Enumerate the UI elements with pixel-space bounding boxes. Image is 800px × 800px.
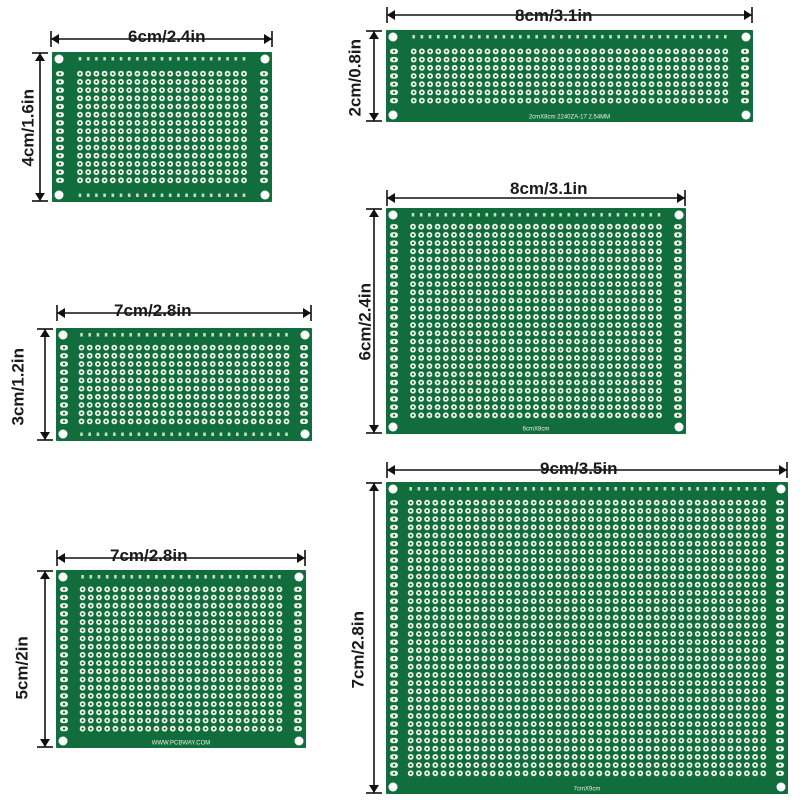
width-label: 8cm/3.1in	[515, 6, 593, 25]
silkscreen-text: WWW.PCBWAY.COM	[152, 741, 211, 747]
arrow-graphic	[386, 7, 753, 23]
height-label: 3cm/1.2in	[8, 348, 28, 426]
width-dimension-arrow	[386, 5, 753, 25]
height-dimension-arrow	[364, 208, 384, 434]
silkscreen-text: 7cmX9cm	[574, 787, 601, 793]
arrow-graphic	[366, 482, 382, 794]
arrow-graphic	[50, 31, 273, 47]
pcb-board-6x8: 6cmX8cm	[386, 208, 686, 434]
height-label: 7cm/2.8in	[348, 611, 368, 689]
pcb-board-7x9: 7cmX9cm	[386, 482, 788, 794]
arrow-graphic	[56, 305, 312, 321]
arrow-graphic	[32, 52, 48, 202]
arrow-graphic	[386, 462, 788, 478]
pcb-board-4x6	[52, 52, 272, 202]
arrow-graphic	[386, 190, 686, 206]
height-label: 4cm/1.6in	[18, 89, 38, 167]
pcb-graphic: 2cmX8cm 2240ZA-17 2.54MM	[386, 30, 753, 122]
pcb-board-5x7: WWW.PCBWAY.COM	[56, 570, 306, 748]
pcb-graphic: WWW.PCBWAY.COM	[56, 570, 306, 748]
width-dimension-arrow	[50, 29, 273, 49]
silkscreen-text: 2cmX8cm 2240ZA-17 2.54MM	[529, 115, 610, 121]
height-label: 6cm/2.4in	[355, 283, 375, 361]
pcb-graphic: 7cmX9cm	[386, 482, 788, 794]
width-dimension-arrow	[386, 460, 788, 480]
pcb-board-3x7	[56, 328, 312, 441]
pcb-graphic: 6cmX8cm	[386, 208, 686, 434]
width-label: 6cm/2.4in	[128, 27, 206, 46]
arrow-graphic	[37, 570, 53, 748]
width-dimension-arrow	[56, 548, 306, 568]
width-label: 9cm/3.5in	[540, 459, 618, 478]
height-dimension-arrow	[35, 570, 55, 748]
height-label: 2cm/0.8in	[345, 39, 365, 117]
pcb-graphic	[56, 328, 312, 441]
width-label: 7cm/2.8in	[114, 301, 192, 320]
height-dimension-arrow	[35, 328, 55, 441]
height-dimension-arrow	[30, 52, 50, 202]
arrow-graphic	[56, 550, 306, 566]
arrow-graphic	[366, 208, 382, 434]
arrow-graphic	[37, 328, 53, 441]
height-dimension-arrow	[364, 482, 384, 794]
width-label: 7cm/2.8in	[110, 546, 188, 565]
height-dimension-arrow	[364, 30, 384, 122]
arrow-graphic	[366, 30, 382, 122]
pcb-graphic	[52, 52, 272, 202]
height-label: 5cm/2in	[12, 636, 32, 700]
pcb-board-2x8: 2cmX8cm 2240ZA-17 2.54MM	[386, 30, 753, 122]
width-label: 8cm/3.1in	[510, 179, 588, 198]
width-dimension-arrow	[56, 303, 312, 323]
width-dimension-arrow	[386, 188, 686, 208]
silkscreen-text: 6cmX8cm	[523, 427, 550, 433]
